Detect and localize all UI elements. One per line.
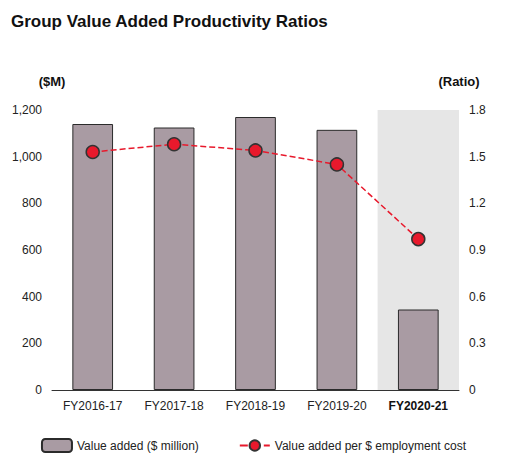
svg-text:0.9: 0.9 <box>469 243 486 257</box>
svg-text:Value added ($ million): Value added ($ million) <box>77 439 199 453</box>
svg-text:FY2020-21: FY2020-21 <box>389 399 449 413</box>
svg-text:0: 0 <box>35 383 42 397</box>
svg-text:FY2016-17: FY2016-17 <box>63 399 123 413</box>
svg-text:800: 800 <box>22 196 42 210</box>
svg-text:600: 600 <box>22 243 42 257</box>
svg-text:200: 200 <box>22 336 42 350</box>
svg-text:($M): ($M) <box>39 74 66 89</box>
svg-text:0.6: 0.6 <box>469 290 486 304</box>
svg-text:FY2019-20: FY2019-20 <box>307 399 367 413</box>
svg-text:1.2: 1.2 <box>469 196 486 210</box>
svg-text:1,200: 1,200 <box>12 103 42 117</box>
svg-text:1,000: 1,000 <box>12 150 42 164</box>
svg-text:FY2017-18: FY2017-18 <box>144 399 204 413</box>
svg-text:400: 400 <box>22 290 42 304</box>
svg-text:(Ratio): (Ratio) <box>438 74 479 89</box>
svg-text:0: 0 <box>469 383 476 397</box>
svg-text:Value added per $ employment c: Value added per $ employment cost <box>275 439 467 453</box>
svg-text:1.8: 1.8 <box>469 103 486 117</box>
svg-text:FY2018-19: FY2018-19 <box>226 399 286 413</box>
svg-text:1.5: 1.5 <box>469 150 486 164</box>
svg-text:0.3: 0.3 <box>469 336 486 350</box>
svg-text:Group Value Added Productivity: Group Value Added Productivity Ratios <box>11 12 328 31</box>
